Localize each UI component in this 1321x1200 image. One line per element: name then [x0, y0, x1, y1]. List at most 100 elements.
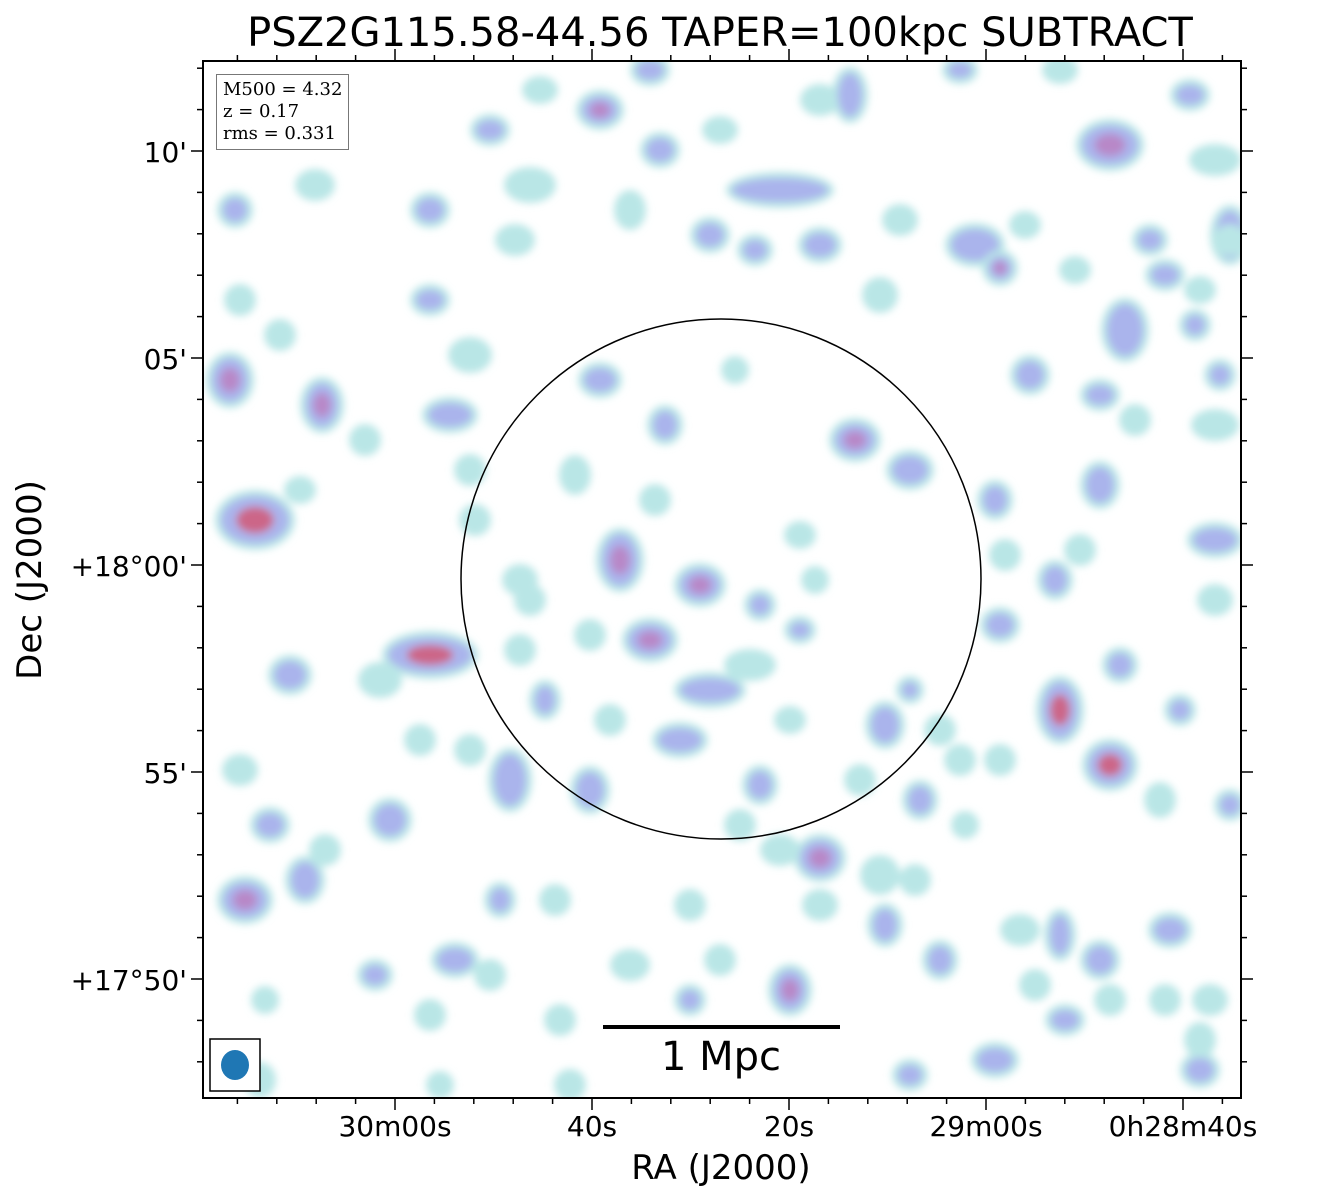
- emission-core: [986, 613, 1014, 637]
- emission-halo: [295, 169, 335, 201]
- emission-halo: [860, 855, 900, 895]
- emission-core: [1108, 653, 1132, 677]
- emission-halo: [774, 706, 806, 734]
- emission-core: [951, 229, 999, 261]
- emission-halo: [1197, 584, 1233, 616]
- emission-halo: [474, 959, 506, 991]
- m500-text: M500 = 4.32: [223, 79, 343, 100]
- emission-core: [871, 707, 899, 743]
- emission-halo: [1019, 969, 1051, 1001]
- emission-core: [416, 290, 444, 310]
- emission-halo: [594, 704, 626, 736]
- x-tick-label: 30m00s: [338, 1110, 452, 1143]
- emission-halo: [862, 277, 898, 313]
- emission-halo: [721, 356, 749, 384]
- emission-core: [1086, 946, 1114, 974]
- y-tick-label: 55': [143, 757, 187, 790]
- x-tick-label: 29m00s: [929, 1110, 1043, 1143]
- emission-halo: [251, 986, 279, 1014]
- emission-core: [977, 1048, 1013, 1072]
- emission-halo: [514, 584, 546, 616]
- emission-halo: [802, 889, 838, 921]
- emission-core: [1107, 304, 1143, 356]
- y-tick-label: 05': [143, 343, 187, 376]
- emission-halo: [1042, 61, 1078, 84]
- emission-core: [256, 813, 284, 837]
- emission-core: [1185, 315, 1205, 335]
- emission-halo: [801, 566, 829, 594]
- emission-halo: [610, 949, 650, 981]
- emission-halo: [702, 116, 738, 144]
- emission-halo: [1144, 782, 1176, 818]
- emission-core: [680, 990, 700, 1010]
- emission-core: [983, 486, 1007, 514]
- emission-halo: [1064, 534, 1096, 566]
- emission-peak: [637, 631, 663, 649]
- emission-core: [838, 73, 862, 117]
- emission-core: [898, 1065, 922, 1085]
- emission-core: [1051, 1010, 1079, 1030]
- emission-halo: [760, 834, 800, 866]
- emission-halo: [554, 1069, 586, 1098]
- emission-halo: [1192, 984, 1228, 1016]
- emission-core: [291, 862, 319, 898]
- emission-core: [948, 62, 972, 78]
- emission-core: [363, 965, 387, 985]
- emission-core: [1186, 1058, 1214, 1082]
- emission-halo: [504, 167, 556, 203]
- emission-core: [908, 786, 932, 814]
- emission-halo: [426, 1071, 454, 1098]
- emission-core: [750, 595, 770, 615]
- emission-peak: [313, 392, 331, 418]
- emission-core: [416, 198, 444, 222]
- plot-frame: [202, 60, 1242, 1099]
- emission-halo: [724, 809, 756, 841]
- emission-core: [374, 804, 406, 836]
- emission-halo: [544, 1004, 576, 1036]
- emission-blobs: [206, 61, 1241, 1098]
- emission-halo: [882, 204, 918, 236]
- emission-peak: [220, 367, 240, 393]
- emission-halo: [522, 76, 558, 104]
- emission-halo: [1191, 409, 1239, 441]
- emission-halo: [674, 889, 706, 921]
- emission-peak: [844, 431, 866, 449]
- emission-halo: [559, 455, 591, 495]
- emission-halo: [284, 476, 316, 504]
- emission-halo: [539, 884, 571, 916]
- emission-halo: [1184, 276, 1216, 304]
- emission-core: [653, 411, 677, 439]
- emission-core: [1176, 85, 1204, 105]
- emission-halo: [349, 424, 381, 456]
- redshift-text: z = 0.17: [223, 101, 300, 122]
- emission-core: [437, 948, 473, 972]
- emission-halo: [899, 864, 931, 896]
- x-axis-label: RA (J2000): [631, 1148, 811, 1188]
- emission-core: [680, 678, 740, 702]
- emission-halo: [724, 649, 776, 681]
- emission-peak: [993, 261, 1007, 275]
- emission-halo: [984, 744, 1016, 776]
- y-tick-label: +17°50': [70, 964, 187, 997]
- emission-halo: [1009, 211, 1041, 239]
- emission-core: [1016, 361, 1044, 389]
- emission-core: [494, 754, 526, 806]
- cluster-circle: [460, 318, 982, 840]
- emission-core: [428, 403, 472, 427]
- emission-core: [476, 120, 504, 140]
- emission-halo: [614, 190, 646, 230]
- x-tick-label: 20s: [763, 1110, 815, 1143]
- emission-halo: [504, 634, 536, 666]
- rms-text: rms = 0.331: [223, 123, 336, 144]
- emission-halo: [1000, 914, 1040, 946]
- emission-halo: [800, 84, 840, 116]
- emission-halo: [951, 811, 979, 839]
- emission-core: [1154, 918, 1186, 942]
- x-tick-label: 40s: [566, 1110, 618, 1143]
- emission-peak: [610, 545, 630, 575]
- emission-core: [1050, 915, 1070, 955]
- emission-core: [636, 61, 664, 80]
- y-tick-label: +18°00': [70, 550, 187, 583]
- emission-halo: [1149, 984, 1181, 1016]
